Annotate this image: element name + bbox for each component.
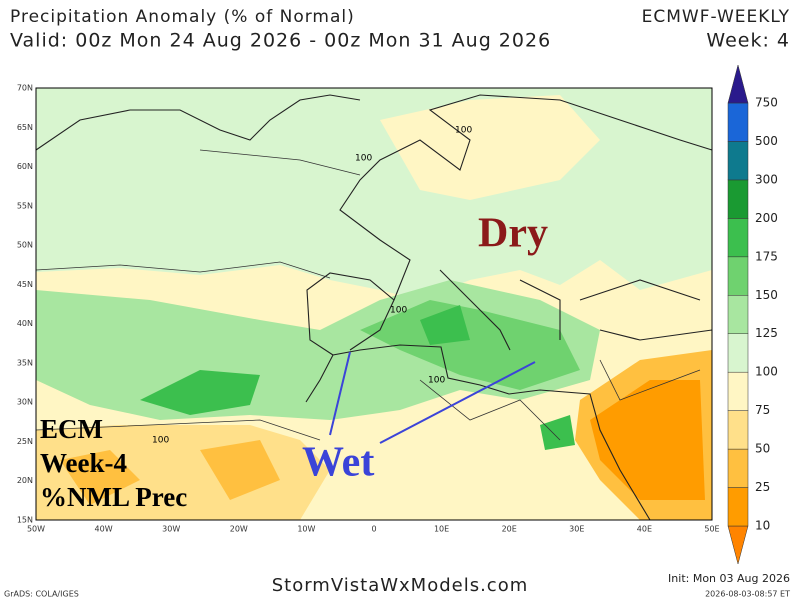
colorbar-label: 750: [755, 96, 778, 110]
coastline-europe: [339, 94, 713, 301]
lat-label: 40N: [17, 319, 33, 328]
lon-label: 30E: [569, 525, 584, 534]
coastline-med: [439, 269, 713, 351]
lon-label: 10E: [434, 525, 449, 534]
lon-label: 40W: [95, 525, 113, 534]
colorbar-segment: [727, 410, 749, 450]
colorbar-segment: [727, 141, 749, 181]
coastline-africa: [305, 344, 651, 521]
colorbar: 10 25 50 75 100 125 150 175 200 300 500 750: [727, 64, 778, 565]
field-east-strong: [590, 380, 705, 500]
lon-label: 20W: [230, 525, 248, 534]
colorbar-segment: [727, 371, 749, 411]
contours: [35, 149, 701, 441]
coastline-iberia: [306, 272, 395, 356]
colorbar-segment: [727, 256, 749, 296]
field-dry-south-strong: [60, 440, 280, 505]
caption: ECM: [40, 414, 103, 444]
colorbar-segment: [727, 218, 749, 258]
colorbar-segment: [727, 179, 749, 219]
lat-label: 65N: [17, 123, 33, 132]
colorbar-label: 150: [755, 288, 778, 302]
pointer-line: [379, 361, 536, 444]
lat-label: 50N: [17, 241, 33, 250]
colorbar-label: 500: [755, 134, 778, 148]
lat-label: 25N: [17, 437, 33, 446]
lat-label: 30N: [17, 398, 33, 407]
annotation-dry: Dry: [478, 211, 548, 257]
title: Precipitation Anomaly (% of Normal): [10, 7, 355, 27]
contour-label: 100: [152, 436, 169, 446]
colorbar-segment: [727, 102, 749, 142]
site: StormVistaWxModels.com: [272, 575, 529, 596]
colorbar-label: 175: [755, 249, 778, 263]
model: ECMWF-WEEKLY: [642, 7, 790, 27]
field-dry: [380, 95, 600, 200]
lat-label: 60N: [17, 162, 33, 171]
lat-label: 55N: [17, 201, 33, 210]
lon-label: 30W: [162, 525, 180, 534]
lon-label: 50E: [704, 525, 719, 534]
map-frame: [35, 87, 713, 521]
pointer-line: [329, 351, 351, 436]
colorbar-label: 25: [755, 480, 770, 494]
colorbar-triangle: [727, 64, 749, 104]
coastline-greenland: [35, 94, 361, 151]
colorbar-label: 100: [755, 365, 778, 379]
caption: Week-4: [40, 448, 127, 478]
grads-credit: GrADS: COLA/IGES: [4, 590, 79, 599]
colorbar-segment: [727, 448, 749, 488]
colorbar-triangle: [727, 525, 749, 565]
colorbar-label: 200: [755, 211, 778, 225]
colorbar-segment: [727, 487, 749, 527]
contour-label: 100: [355, 154, 372, 164]
lon-label: 10W: [297, 525, 315, 534]
lat-label: 20N: [17, 476, 33, 485]
contour-label: 100: [390, 306, 407, 316]
colorbar-label: 125: [755, 326, 778, 340]
valid-time: Valid: 00z Mon 24 Aug 2026 - 00z Mon 31 …: [10, 30, 551, 52]
lon-label: 20E: [502, 525, 517, 534]
caption: %NML Prec: [40, 482, 187, 512]
init-time: Init: Mon 03 Aug 2026: [668, 572, 790, 585]
colorbar-label: 10: [755, 519, 770, 533]
colorbar-label: 75: [755, 403, 770, 417]
lon-label: 0: [371, 525, 376, 534]
lon-label: 50W: [27, 525, 45, 534]
lon-label: 40E: [637, 525, 652, 534]
colorbar-label: 300: [755, 172, 778, 186]
colorbar-label: 50: [755, 442, 770, 456]
lat-label: 15N: [17, 516, 33, 525]
colorbar-segment: [727, 333, 749, 373]
field-wet-max: [140, 305, 575, 450]
contour-label: 100: [428, 376, 445, 386]
week: Week: 4: [706, 30, 790, 52]
map: 100 100 100 100 100 Dry Wet ECM Week-4 %…: [35, 87, 713, 521]
lat-label: 70N: [17, 84, 33, 93]
colorbar-segment: [727, 295, 749, 334]
annotation-wet: Wet: [302, 440, 374, 486]
lat-label: 35N: [17, 358, 33, 367]
lat-label: 45N: [17, 280, 33, 289]
timestamp: 2026-08-03-08:57 ET: [705, 590, 790, 599]
contour-label: 100: [455, 126, 472, 136]
